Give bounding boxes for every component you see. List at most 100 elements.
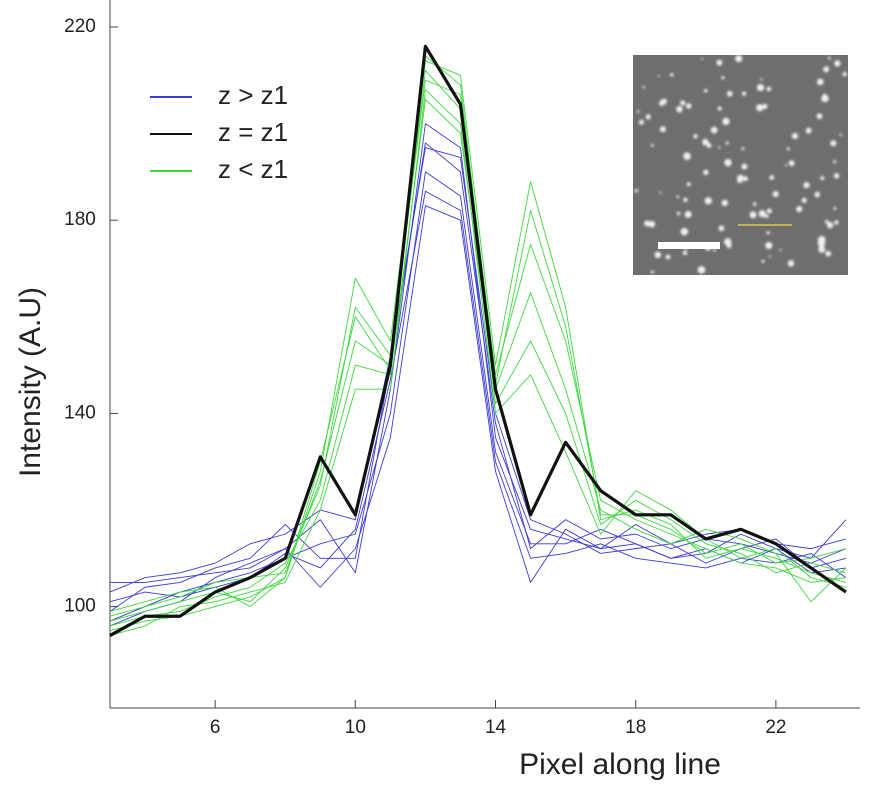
data-line <box>109 44 847 637</box>
inset-spot <box>760 78 763 81</box>
inset-spot <box>818 81 823 85</box>
inset-spot <box>786 147 790 151</box>
inset-spot <box>686 182 691 187</box>
inset-spot <box>779 248 782 252</box>
x-tick-label: 22 <box>765 717 786 738</box>
inset-spot <box>825 250 832 257</box>
y-tick-label: 140 <box>64 402 96 423</box>
inset-spot <box>833 160 837 164</box>
inset-spot <box>721 75 725 80</box>
inset-spot <box>842 72 847 77</box>
inset-spot <box>805 127 812 134</box>
inset-spot <box>645 114 651 120</box>
inset-spot <box>822 93 827 97</box>
x-tick-label: 18 <box>625 717 646 738</box>
inset-spot <box>828 56 831 60</box>
inset-spot <box>762 103 768 109</box>
inset-spot <box>772 191 779 198</box>
inset-spot <box>710 126 718 134</box>
inset-spot <box>636 110 640 113</box>
inset-spot <box>768 255 771 258</box>
inset-spot <box>642 86 645 89</box>
inset-spot <box>820 176 825 181</box>
data-line <box>109 142 847 612</box>
y-tick-label: 220 <box>64 16 96 37</box>
y-axis-label: Intensity (A.U) <box>14 287 47 477</box>
inset-spot <box>788 160 795 167</box>
data-line <box>109 190 847 603</box>
data-line <box>109 171 847 622</box>
inset-spot <box>826 222 834 229</box>
legend-label: z = z1 <box>218 117 288 147</box>
inset-spot <box>703 88 708 93</box>
inset-spot <box>752 202 757 206</box>
inset-spot <box>721 199 728 207</box>
inset-spot <box>741 163 748 170</box>
inset-spot <box>684 210 692 218</box>
inset-spot <box>716 59 723 66</box>
inset-spot <box>796 205 803 213</box>
inset-spot <box>791 132 799 140</box>
inset-spot <box>670 73 674 77</box>
inset-spot <box>644 220 650 227</box>
inset-spot <box>683 197 688 203</box>
inset-spot <box>817 235 826 244</box>
x-tick-label: 14 <box>485 717 507 738</box>
inset-spot <box>834 60 841 67</box>
inset-spot <box>713 248 716 252</box>
inset-spot <box>706 143 712 148</box>
inset-spot <box>816 113 823 120</box>
inset-spot <box>787 260 795 267</box>
inset-spot <box>658 100 665 106</box>
inset-spot <box>769 175 775 180</box>
inset-spot <box>676 105 683 113</box>
inset-spot <box>634 188 638 193</box>
inset-spot <box>654 251 662 259</box>
inset-spot <box>659 126 666 133</box>
inset-spot <box>741 91 747 96</box>
inset-spot <box>676 195 680 199</box>
inset-spot <box>839 133 842 137</box>
inset-spot <box>784 164 788 167</box>
inset-spot <box>650 144 654 147</box>
inset-spot <box>676 211 681 216</box>
inset-scale-bar <box>658 242 720 249</box>
inset-spot <box>680 227 689 236</box>
inset-spot <box>638 119 644 125</box>
y-tick-label: 180 <box>64 209 96 230</box>
inset-spot <box>741 147 745 151</box>
inset-spot <box>833 206 837 210</box>
x-axis-label: Pixel along line <box>519 748 721 781</box>
inset-spot <box>756 104 764 112</box>
inset-spot <box>703 169 709 176</box>
data-line <box>109 147 847 593</box>
inset-spot <box>758 210 766 218</box>
inset-spot <box>680 100 686 106</box>
inset-spot <box>803 182 810 189</box>
inset-spot <box>765 241 773 250</box>
inset-spot <box>736 176 743 184</box>
inset-spot <box>726 90 733 97</box>
inset-spot <box>766 86 772 92</box>
inset-spot <box>814 191 821 198</box>
inset-background <box>633 55 848 275</box>
inset-spot <box>764 214 769 218</box>
inset-spot <box>704 197 712 205</box>
y-tick-label: 100 <box>64 596 96 617</box>
inset-spot <box>735 55 743 63</box>
x-tick-label: 6 <box>210 717 221 738</box>
inset-spot <box>766 208 772 214</box>
inset-spot <box>657 75 660 78</box>
inset-spot <box>702 138 709 146</box>
inset-spot <box>830 140 837 147</box>
inset-spot <box>697 266 706 274</box>
inset-spot <box>823 66 830 73</box>
inset-spot <box>749 211 757 219</box>
inset-spot <box>718 146 721 149</box>
inset-spot <box>718 225 725 232</box>
inset-spot <box>833 173 840 179</box>
inset-spot <box>725 141 729 145</box>
inset-spot <box>665 254 671 260</box>
inset-spot <box>650 270 654 274</box>
